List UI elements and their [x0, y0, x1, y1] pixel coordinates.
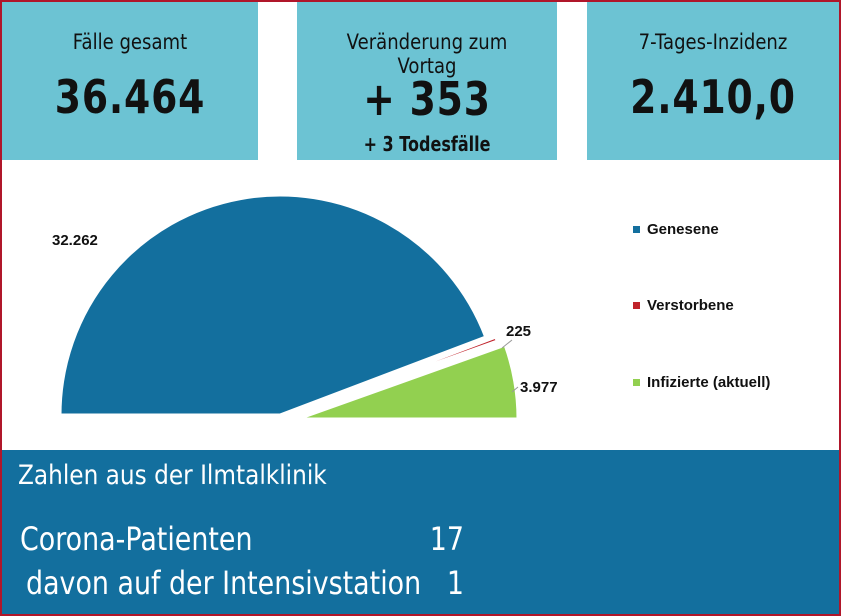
half-pie-chart: 32.262 225 3.977 Genesene Verstorbene Infizie… — [52, 193, 770, 421]
data-label: 225 — [506, 323, 531, 340]
card-subvalue: + 3 Todesfälle — [363, 132, 491, 156]
clinic-row-label: Corona-Patienten — [20, 520, 253, 558]
card-incidence: 7-Tages-Inzidenz 2.410,0 — [587, 2, 839, 160]
card-label: 7-Tages-Inzidenz — [638, 30, 788, 54]
legend-entry: Infizierte (aktuell) — [647, 374, 770, 391]
card-label: Fälle gesamt — [72, 30, 188, 54]
leader-line — [511, 386, 519, 393]
clinic-row-value: 17 — [429, 520, 464, 558]
legend-swatch — [633, 226, 640, 233]
pie-slice-genesene — [58, 193, 488, 417]
card-total-cases: Fälle gesamt 36.464 — [2, 2, 258, 160]
clinic-panel: Zahlen aus der Ilmtalklinik Corona-Patie… — [2, 450, 839, 614]
clinic-title: Zahlen aus der Ilmtalklinik — [18, 460, 327, 491]
card-value: 36.464 — [54, 70, 206, 124]
card-value: + 353 — [363, 72, 491, 126]
legend-swatch — [633, 379, 640, 386]
card-change-previous-day: Veränderung zum Vortag + 353 + 3 Todesfä… — [297, 2, 557, 160]
pie-slice-verstorbene — [289, 335, 500, 417]
card-value: 2.410,0 — [630, 70, 796, 124]
data-label: 32.262 — [52, 232, 98, 249]
legend-entry: Genesene — [647, 221, 719, 238]
leader-line — [501, 339, 513, 349]
card-label: Veränderung zum Vortag — [346, 30, 508, 78]
legend-swatch — [633, 302, 640, 309]
legend-entry: Verstorbene — [647, 297, 734, 314]
clinic-row-label: davon auf der Intensivstation — [26, 564, 422, 602]
clinic-row-value: 1 — [446, 564, 464, 602]
data-label: 3.977 — [520, 379, 558, 396]
